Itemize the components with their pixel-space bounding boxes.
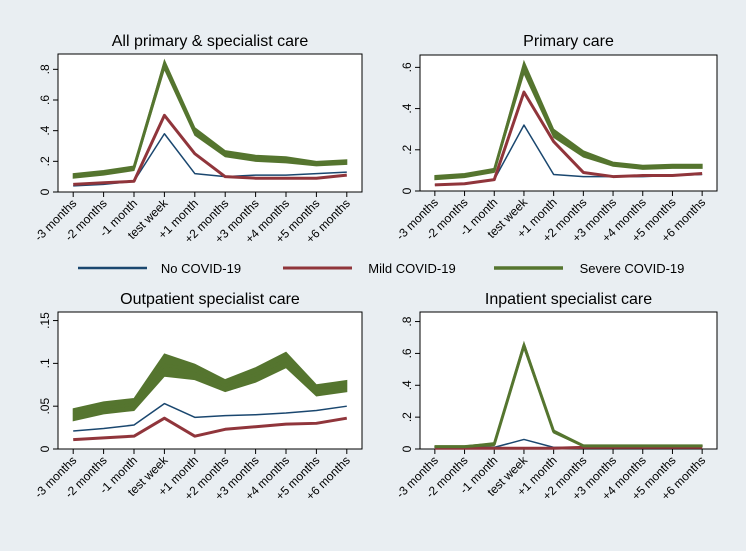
y-tick-label: .6 <box>38 95 52 105</box>
y-tick-label: .8 <box>400 316 414 326</box>
severe-covid-line <box>434 343 703 449</box>
severe-covid-line <box>73 63 347 177</box>
severe-covid-line <box>72 358 348 417</box>
mild-covid-line <box>434 445 703 450</box>
chart-title: Inpatient specialist care <box>485 291 652 308</box>
y-tick-label: 0 <box>400 187 414 194</box>
y-tick-label: .6 <box>400 62 414 72</box>
severe-covid-ci-band <box>72 351 348 422</box>
y-tick-label: .4 <box>400 103 414 113</box>
chart-panel-1: All primary & specialist care0.2.4.6.8-3… <box>32 33 363 246</box>
y-tick-label: .1 <box>38 358 52 368</box>
y-tick-label: .4 <box>38 125 52 135</box>
no-covid-line <box>73 402 347 432</box>
plot-area <box>419 311 718 450</box>
y-tick-label: 0 <box>400 445 414 452</box>
y-tick-label: .6 <box>400 348 414 358</box>
chart-title: Outpatient specialist care <box>120 291 300 308</box>
y-tick-label: 0 <box>38 188 52 195</box>
y-tick-label: .2 <box>400 412 414 422</box>
chart-title: All primary & specialist care <box>112 33 309 50</box>
y-tick-label: .2 <box>38 156 52 166</box>
y-tick-label: .8 <box>38 64 52 74</box>
y-tick-label: .2 <box>400 144 414 154</box>
mild-covid-line <box>73 416 348 442</box>
mild-covid-line <box>73 113 347 186</box>
y-tick-label: .05 <box>38 398 52 415</box>
y-tick-label: .15 <box>38 312 52 329</box>
legend: No COVID-19 Mild COVID-19 Severe COVID-19 <box>78 261 684 276</box>
legend-label: No COVID-19 <box>161 261 241 276</box>
legend-label: Mild COVID-19 <box>368 261 455 276</box>
severe-covid-line <box>434 65 703 180</box>
y-tick-label: .4 <box>400 380 414 390</box>
legend-label: Severe COVID-19 <box>580 261 685 276</box>
plot-area <box>57 53 363 193</box>
y-tick-label: 0 <box>38 445 52 452</box>
chart-title: Primary care <box>523 33 614 50</box>
plot-area <box>419 54 718 192</box>
mild-covid-line <box>434 90 703 187</box>
